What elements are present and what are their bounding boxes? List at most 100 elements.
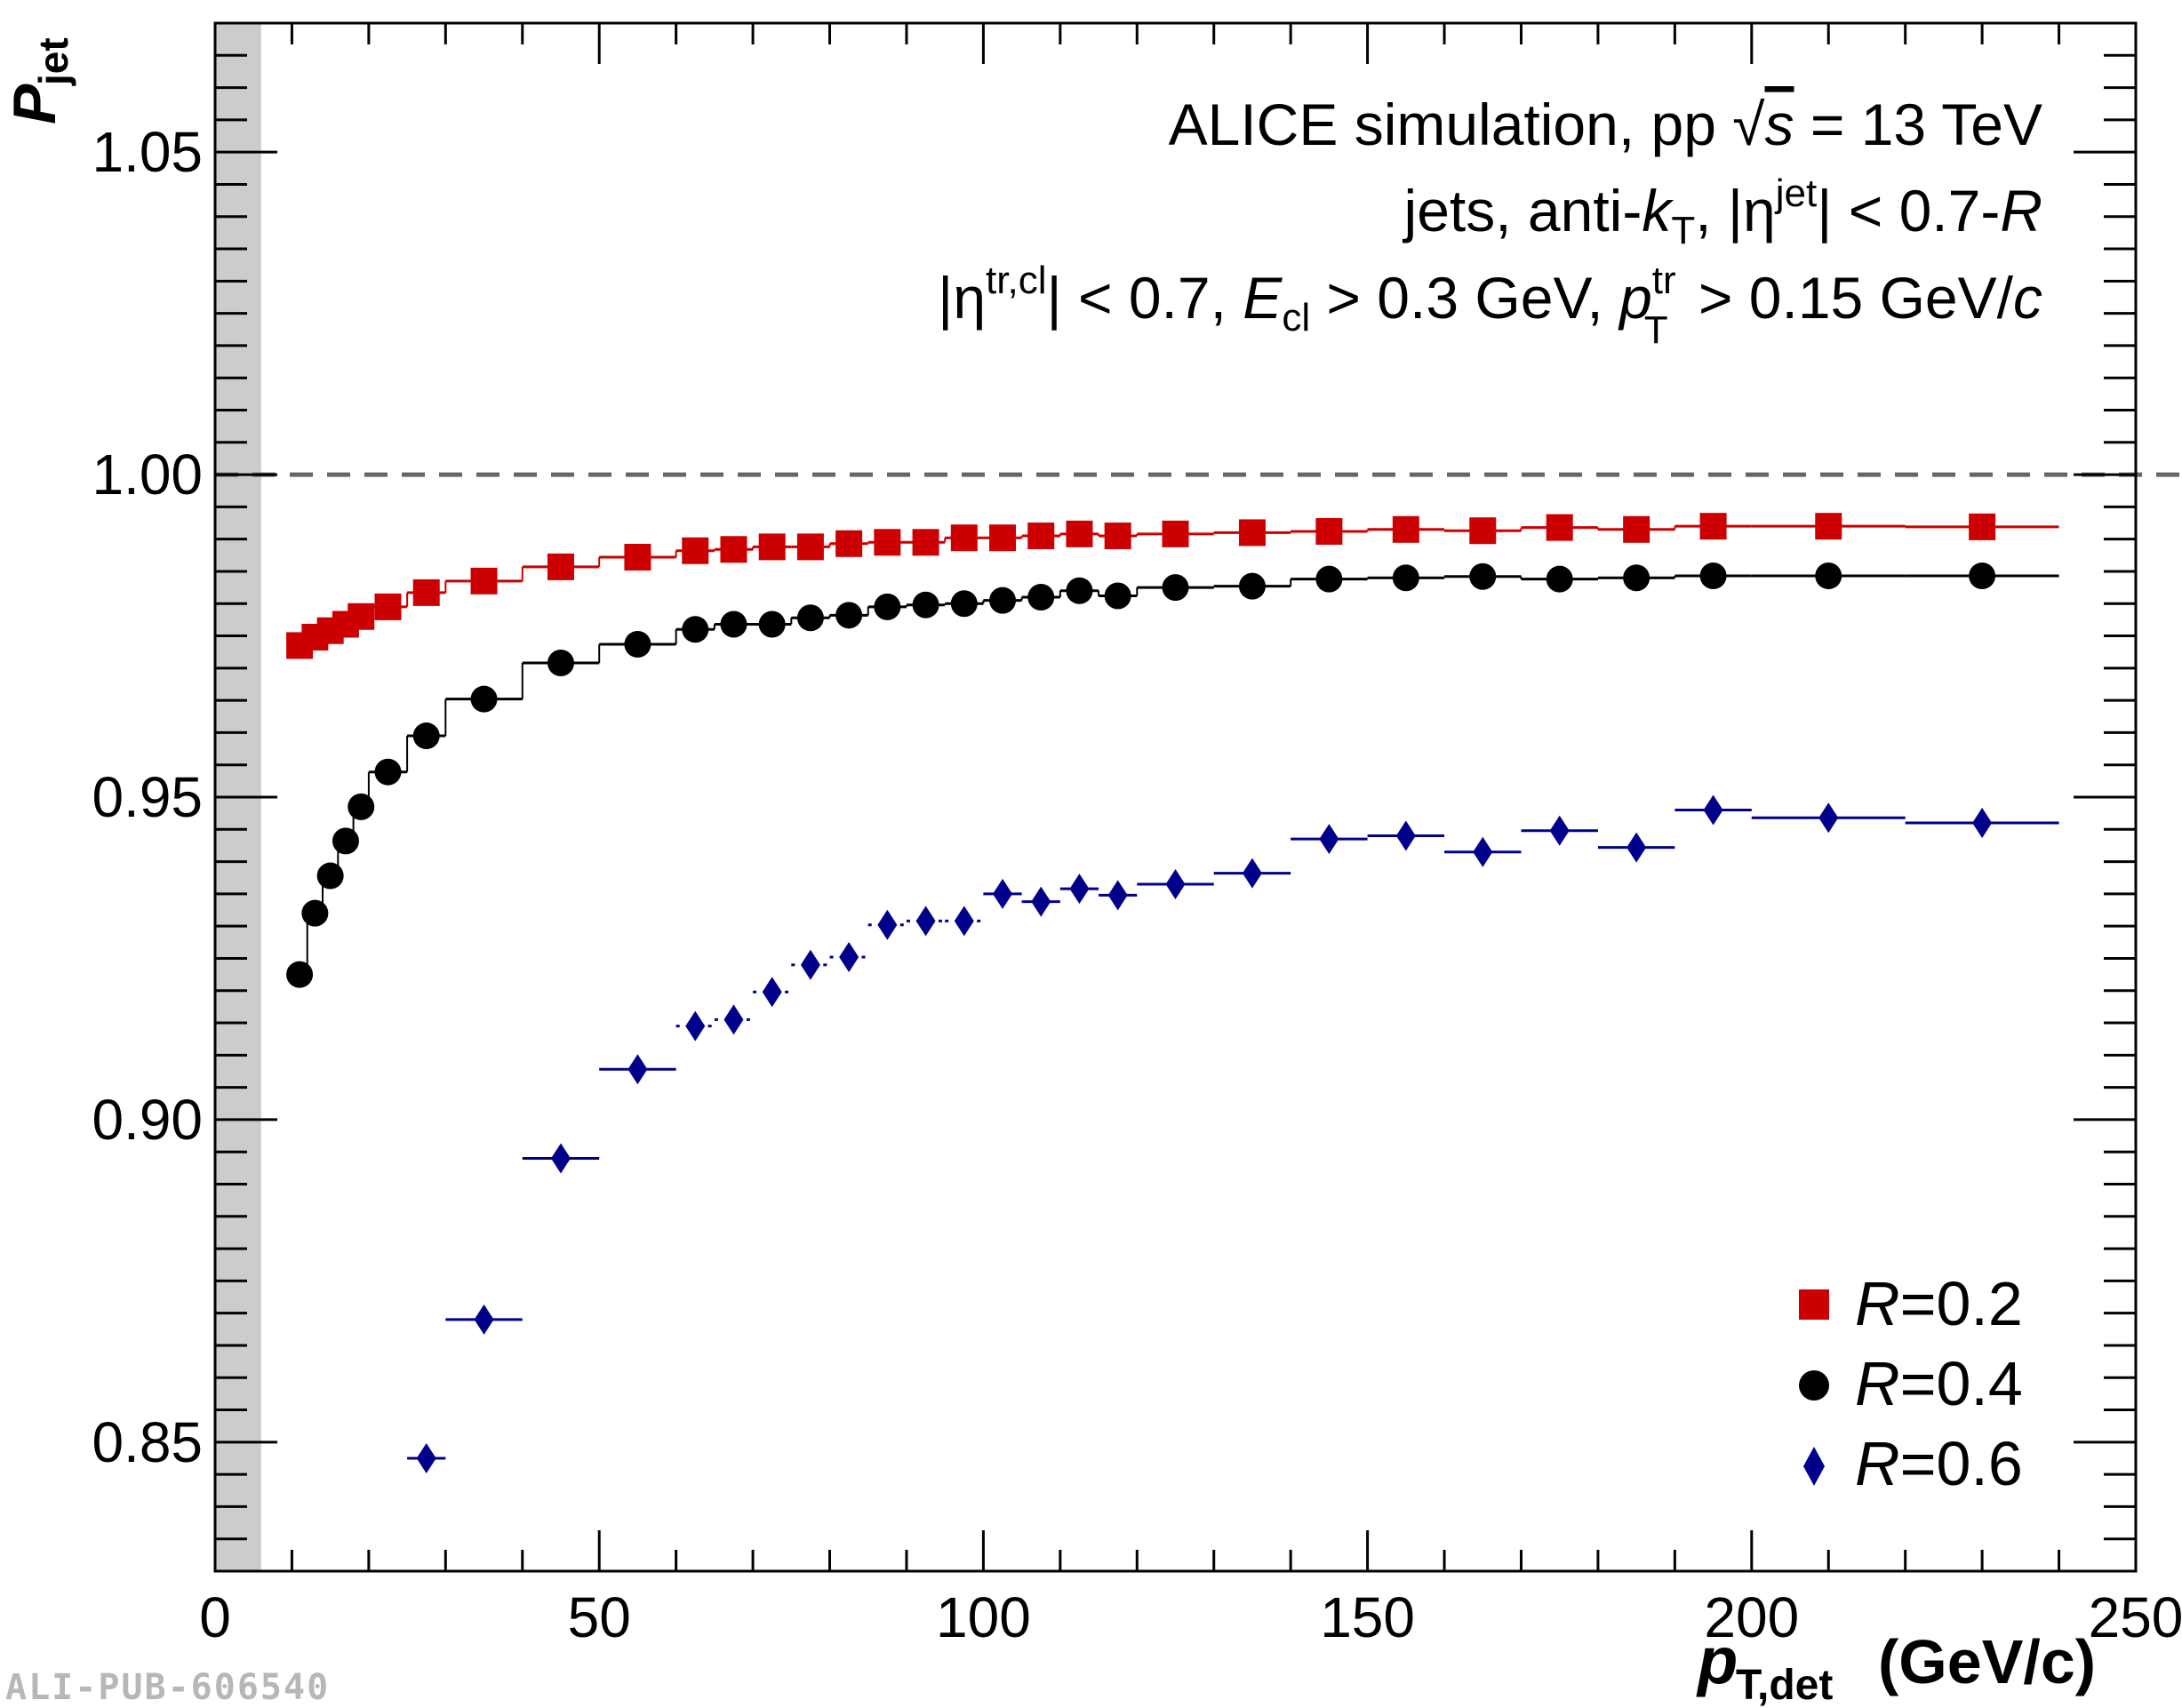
data-point-diamond bbox=[416, 1442, 436, 1473]
data-point-square bbox=[874, 529, 901, 556]
annotation-line1-s: s bbox=[1764, 92, 1794, 157]
legend-r06-R: R bbox=[1855, 1429, 1900, 1498]
annotation-line2-ksub: T bbox=[1671, 209, 1695, 252]
data-point-circle bbox=[874, 593, 901, 620]
data-point-square bbox=[682, 537, 709, 564]
series-layer bbox=[286, 513, 2059, 1473]
data-point-square bbox=[1699, 513, 1727, 540]
data-point-square bbox=[1027, 523, 1055, 550]
data-point-diamond bbox=[762, 977, 782, 1008]
legend-marker-circle bbox=[1799, 1370, 1829, 1401]
data-point-square bbox=[1104, 523, 1131, 550]
data-point-diamond bbox=[1242, 858, 1262, 889]
data-point-circle bbox=[332, 827, 359, 855]
data-point-circle bbox=[950, 590, 978, 618]
data-point-circle bbox=[1238, 572, 1266, 600]
watermark: ALI-PUB-606540 bbox=[5, 1667, 331, 1708]
data-point-square bbox=[412, 579, 440, 606]
legend-entry-r06: R=0.6 bbox=[1803, 1429, 2023, 1498]
data-point-diamond bbox=[915, 906, 936, 937]
data-point-circle bbox=[412, 722, 440, 750]
annotation-line2-c: | < 0.7- bbox=[1817, 178, 2000, 243]
annotation-line3-d: > 0.15 GeV/ bbox=[1682, 265, 2014, 331]
annotation-line3-psub: T bbox=[1644, 308, 1668, 352]
data-point-square bbox=[1162, 520, 1189, 547]
legend-r04-R: R bbox=[1855, 1349, 1900, 1418]
data-point-diamond bbox=[1107, 880, 1128, 911]
data-point-diamond bbox=[800, 949, 820, 980]
data-point-circle bbox=[470, 685, 498, 713]
data-point-square bbox=[1392, 515, 1419, 543]
data-point-square bbox=[1315, 517, 1343, 545]
x-axis-label-sub: T,det bbox=[1736, 1662, 1833, 1707]
data-point-circle bbox=[1699, 563, 1727, 590]
legend-r06-val: =0.6 bbox=[1900, 1429, 2023, 1498]
data-point-square bbox=[374, 593, 402, 620]
annotation-line3-cunit: c bbox=[2013, 265, 2042, 331]
data-point-diamond bbox=[1818, 802, 1839, 834]
data-point-circle bbox=[912, 591, 939, 619]
data-point-diamond bbox=[1069, 874, 1090, 905]
data-point-diamond bbox=[1627, 832, 1647, 863]
legend-r02-R: R bbox=[1855, 1269, 1900, 1338]
data-point-square bbox=[1546, 514, 1573, 541]
legend-r02-val: =0.2 bbox=[1900, 1269, 2023, 1338]
data-point-square bbox=[989, 524, 1017, 552]
data-point-diamond bbox=[877, 909, 898, 940]
data-point-circle bbox=[301, 899, 329, 927]
series-R=0.6 bbox=[407, 794, 2059, 1473]
axes-group bbox=[213, 21, 2138, 1573]
data-point-diamond bbox=[993, 878, 1013, 909]
data-point-circle bbox=[1315, 565, 1343, 593]
y-axis-label: P jet bbox=[1, 37, 76, 124]
data-point-circle bbox=[348, 793, 375, 820]
annotation-line1-a: ALICE simulation, pp bbox=[1169, 92, 1733, 157]
annotation-line2-b: , |η bbox=[1695, 178, 1776, 243]
annotation-line1-sqrt: √ bbox=[1732, 92, 1765, 157]
legend-marker-diamond bbox=[1803, 1447, 1825, 1486]
x-tick-labels: 0 50 100 150 200 250 bbox=[199, 1585, 2182, 1649]
data-point-diamond bbox=[1031, 886, 1051, 917]
annotation-line2-R: R bbox=[2000, 178, 2042, 243]
data-point-diamond bbox=[1319, 824, 1339, 855]
y-tick-labels: 0.85 0.90 0.95 1.00 1.05 bbox=[92, 120, 203, 1474]
data-point-square bbox=[1815, 513, 1842, 540]
annotation-line2-a: jets, anti- bbox=[1403, 178, 1642, 243]
data-point-circle bbox=[1027, 583, 1055, 611]
data-point-square bbox=[1969, 513, 1996, 540]
data-point-square bbox=[720, 536, 747, 563]
data-point-diamond bbox=[1395, 820, 1416, 851]
data-point-square bbox=[758, 533, 786, 561]
data-point-circle bbox=[1969, 563, 1996, 590]
series-R=0.2 bbox=[286, 513, 2059, 659]
x-tick-label: 50 bbox=[568, 1585, 631, 1649]
data-point-diamond bbox=[839, 942, 859, 973]
x-tick-label: 200 bbox=[1704, 1585, 1799, 1649]
data-point-circle bbox=[796, 604, 824, 632]
data-point-circle bbox=[758, 611, 786, 638]
y-tick-label: 1.00 bbox=[92, 443, 203, 507]
data-point-diamond bbox=[1549, 815, 1570, 846]
data-point-square bbox=[950, 524, 978, 552]
annotation-line3-b: | < 0.7, bbox=[1046, 265, 1243, 331]
annotation-line1-b: = 13 TeV bbox=[1794, 92, 2042, 157]
series-R=0.4 bbox=[286, 563, 2059, 988]
data-point-circle bbox=[682, 616, 709, 643]
data-point-circle bbox=[1546, 565, 1573, 593]
legend-label-r02: R=0.2 bbox=[1855, 1269, 2023, 1338]
data-point-square bbox=[624, 543, 651, 571]
data-point-circle bbox=[1162, 574, 1189, 602]
data-point-diamond bbox=[1972, 808, 1993, 839]
x-axis-label-main: p bbox=[1696, 1624, 1738, 1697]
annotation-line3-E: E bbox=[1243, 265, 1283, 331]
data-point-square bbox=[1469, 517, 1497, 545]
data-point-circle bbox=[720, 611, 747, 638]
data-point-square bbox=[912, 529, 939, 556]
y-axis-label-sub: jet bbox=[30, 37, 76, 86]
annotation-line2-sup: jet bbox=[1774, 172, 1817, 215]
data-point-diamond bbox=[723, 1004, 744, 1035]
data-point-circle bbox=[374, 758, 402, 786]
legend-label-r04: R=0.4 bbox=[1855, 1349, 2023, 1418]
